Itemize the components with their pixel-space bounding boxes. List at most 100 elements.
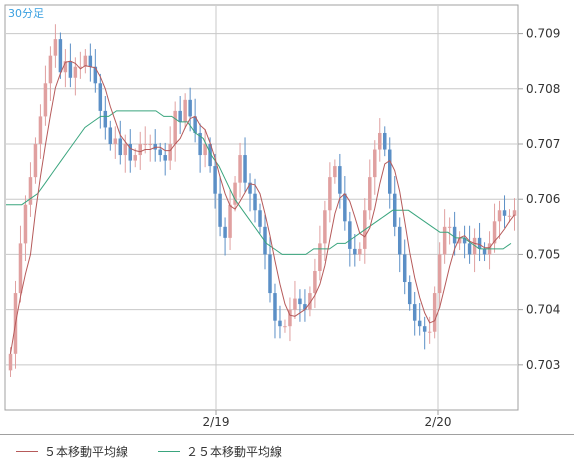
candle-body: [318, 243, 322, 271]
legend-label-ma5: ５本移動平均線: [44, 445, 129, 459]
candle-body: [108, 127, 113, 145]
candle-body: [457, 237, 462, 244]
candle: [108, 120, 113, 151]
candle-body: [288, 309, 292, 327]
candle-body: [338, 166, 342, 194]
legend-swatch-ma5: [16, 451, 38, 452]
candle-body: [273, 293, 277, 321]
candle: [173, 101, 177, 162]
candle: [233, 176, 237, 212]
candle: [273, 283, 277, 339]
candle: [283, 319, 287, 333]
candle-body: [388, 149, 392, 194]
candle: [198, 123, 202, 173]
candle-body: [407, 282, 412, 305]
candle-body: [358, 248, 362, 255]
candle-body: [253, 193, 257, 211]
candle-body: [208, 144, 212, 167]
y-tick-label: 0.709: [526, 27, 560, 41]
y-tick-label: 0.705: [526, 247, 560, 261]
candle-body: [442, 226, 447, 255]
candle: [397, 217, 402, 273]
candle: [368, 159, 372, 220]
candle: [373, 140, 377, 195]
candle: [492, 203, 497, 253]
candle-body: [432, 293, 437, 332]
timeframe-label: 30分足: [8, 7, 44, 20]
candle: [318, 225, 322, 281]
candle: [412, 291, 417, 336]
candle: [293, 280, 297, 320]
y-tick-label: 0.704: [526, 303, 560, 317]
candle-body: [188, 99, 192, 117]
candle: [497, 200, 502, 239]
candle: [68, 43, 73, 88]
candle: [462, 225, 467, 259]
candle-body: [258, 210, 262, 227]
candle-body: [402, 254, 407, 283]
candle-body: [193, 116, 197, 133]
candle-body: [283, 326, 287, 328]
candle-body: [233, 182, 237, 205]
candle: [103, 95, 108, 140]
candle: [313, 258, 317, 308]
candle: [163, 142, 167, 176]
candle-body: [153, 144, 157, 150]
candle-body: [103, 110, 108, 128]
candle: [28, 162, 33, 217]
candle: [323, 200, 327, 262]
candle: [23, 195, 28, 262]
candle: [148, 134, 152, 162]
candle-body: [218, 193, 222, 227]
candle: [442, 209, 447, 264]
candle: [58, 32, 63, 79]
candle-body: [213, 166, 217, 194]
candle-body: [148, 144, 152, 146]
candle-body: [368, 177, 372, 211]
candle: [143, 126, 147, 154]
candle-body: [452, 226, 457, 244]
candle: [268, 236, 272, 303]
candle: [93, 49, 98, 93]
candle: [457, 231, 462, 251]
candle: [183, 93, 187, 129]
candle: [178, 95, 182, 135]
candle-body: [467, 243, 472, 255]
candle: [218, 176, 222, 237]
candle-body: [353, 248, 357, 255]
candle-body: [437, 254, 442, 294]
candle: [422, 316, 427, 350]
candle-body: [58, 39, 63, 73]
candle: [53, 24, 58, 68]
candle-body: [333, 166, 337, 178]
candle: [298, 289, 302, 322]
candle-body: [223, 226, 227, 238]
candle-body: [373, 149, 377, 178]
candle: [358, 242, 362, 262]
candle-body: [383, 132, 387, 150]
x-tick-label: 2/20: [425, 415, 452, 429]
candle-body: [278, 320, 282, 327]
candle: [253, 178, 257, 223]
legend-item-ma5: ５本移動平均線: [16, 443, 128, 460]
candle-body: [412, 304, 417, 321]
candle-body: [323, 210, 327, 244]
candle-body: [507, 215, 512, 217]
y-tick-label: 0.703: [526, 358, 560, 372]
candle-body: [248, 182, 252, 194]
candle: [507, 209, 512, 223]
candle-body: [133, 155, 137, 161]
candle: [278, 305, 282, 339]
candle-body: [343, 193, 347, 222]
candle-body: [38, 116, 43, 145]
candle-body: [397, 226, 402, 255]
candle: [353, 233, 357, 267]
candle: [238, 142, 242, 198]
candle-body: [268, 254, 272, 294]
y-axis-ticks: 0.703 0.704 0.705 0.706 0.707 0.708 0.709: [518, 27, 560, 372]
candle: [153, 129, 157, 162]
candle: [308, 286, 312, 317]
y-tick-label: 0.708: [526, 82, 560, 96]
candle-body: [113, 138, 118, 145]
candle-body: [308, 293, 312, 310]
